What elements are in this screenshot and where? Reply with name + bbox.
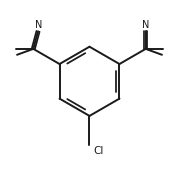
- Text: Cl: Cl: [94, 146, 104, 156]
- Text: N: N: [35, 20, 42, 30]
- Text: N: N: [142, 20, 149, 30]
